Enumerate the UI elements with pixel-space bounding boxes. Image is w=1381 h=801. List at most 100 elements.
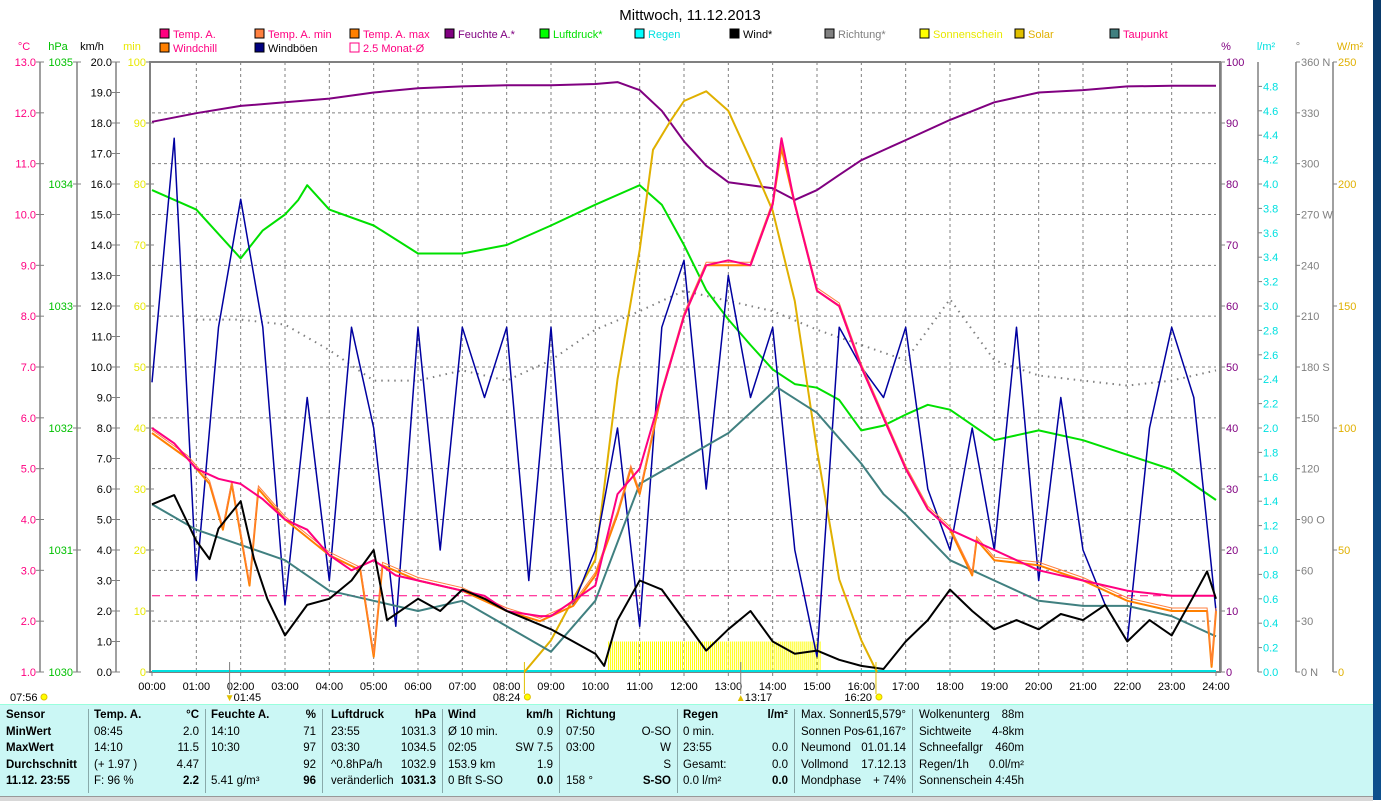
cell-value: 15,579° bbox=[866, 709, 906, 721]
table-row: F: 96 % 2.2 bbox=[94, 775, 199, 792]
hpa-tick-label: 1032 bbox=[49, 423, 73, 435]
chart-title: Mittwoch, 11.12.2013 bbox=[619, 7, 760, 24]
legend-item: 2.5 Monat-Ø bbox=[349, 42, 425, 55]
x-tick-label: 15:00 bbox=[803, 681, 831, 693]
rain-tick-label: 3.2 bbox=[1263, 277, 1278, 289]
percent-tick-label: 60 bbox=[1226, 301, 1238, 313]
axes: °C 13.0 12.0 11.0 10.0 9.0 8.0 7.0 6.0 5.0 4.0 3.0 2… bbox=[15, 41, 1364, 679]
degree-tick-label: 210 bbox=[1301, 311, 1319, 323]
table-row: 23:55 0.0 bbox=[683, 742, 788, 759]
table-row: 14:10 71 bbox=[211, 726, 316, 743]
legend: Temp. A. Temp. A. min Temp. A. max Feuchte … bbox=[159, 28, 1168, 55]
hpa-tick-label: 1033 bbox=[49, 301, 73, 313]
celsius-tick-label: 13.0 bbox=[15, 57, 36, 69]
cell-label: 10:30 bbox=[211, 742, 240, 755]
percent-tick-label: 20 bbox=[1226, 545, 1238, 557]
kmh-tick-label: 12.0 bbox=[91, 301, 112, 313]
cell-label: 5.41 g/m³ bbox=[211, 775, 260, 788]
sun-moon-column: Max. Sonnen 15,579° Sonnen Pos -61,167° Neum… bbox=[795, 709, 913, 793]
table-row: 158 ° S-SO bbox=[566, 775, 671, 792]
kmh-tick-label: 14.0 bbox=[91, 240, 112, 252]
kmh-tick-label: 9.0 bbox=[97, 393, 112, 405]
min-axis-unit: min bbox=[123, 41, 141, 53]
legend-item: Luftdruck* bbox=[539, 28, 603, 41]
hpa-axis-unit: hPa bbox=[48, 41, 68, 53]
cell-label: Sichtweite bbox=[919, 725, 972, 738]
kmh-tick-label: 13.0 bbox=[91, 271, 112, 283]
legend-swatch-icon bbox=[634, 28, 645, 39]
legend-swatch-icon bbox=[539, 28, 550, 39]
table-row: MinWert bbox=[6, 726, 82, 743]
kmh-tick-label: 11.0 bbox=[91, 332, 112, 344]
legend-label: Solar bbox=[1028, 29, 1054, 41]
legend-swatch-icon bbox=[254, 42, 265, 53]
table-row: Richtung bbox=[566, 709, 671, 726]
column-header: Richtung bbox=[566, 709, 616, 721]
degree-axis-unit: ° bbox=[1296, 41, 1300, 53]
legend-label: Richtung* bbox=[838, 29, 886, 41]
marker-label: 08:24 bbox=[493, 692, 521, 704]
solar-tick-label: 150 bbox=[1338, 301, 1356, 313]
legend-swatch-icon bbox=[349, 42, 360, 53]
rain-tick-label: 1.6 bbox=[1263, 472, 1278, 484]
legend-item: Solar bbox=[1014, 28, 1054, 41]
table-row: 03:00 W bbox=[566, 742, 671, 759]
kmh-tick-label: 4.0 bbox=[97, 545, 112, 557]
plot-area bbox=[151, 81, 1217, 673]
kmh-tick-label: 2.0 bbox=[97, 606, 112, 618]
solar-tick-label: 50 bbox=[1338, 545, 1350, 557]
table-row: Sonnen Pos -61,167° bbox=[801, 726, 906, 743]
cell-value: 88m bbox=[1001, 709, 1024, 721]
cell-label: Regen/1h bbox=[919, 758, 969, 771]
celsius-tick-label: 6.0 bbox=[21, 413, 36, 425]
table-row: Ø 10 min. 0.9 bbox=[448, 726, 553, 743]
percent-tick-label: 80 bbox=[1226, 179, 1238, 191]
table-row: Wind km/h bbox=[448, 709, 553, 726]
sun-icon bbox=[523, 693, 531, 701]
table-row: 03:30 1034.5 bbox=[331, 742, 436, 759]
celsius-tick-label: 9.0 bbox=[21, 260, 36, 272]
rain-tick-label: 2.2 bbox=[1263, 399, 1278, 411]
hpa-tick-label: 1031 bbox=[49, 545, 73, 557]
x-tick-label: 10:00 bbox=[582, 681, 610, 693]
table-row: MaxWert bbox=[6, 742, 82, 759]
series-feuchte-a bbox=[151, 81, 1216, 201]
column-unit: l/m² bbox=[767, 709, 788, 721]
legend-label: Regen bbox=[648, 29, 680, 41]
legend-swatch-icon bbox=[349, 28, 360, 39]
table-row: 0 min. bbox=[683, 726, 788, 743]
kmh-tick-label: 7.0 bbox=[97, 454, 112, 466]
row-label: Durchschnitt bbox=[6, 758, 77, 771]
kmh-tick-label: 19.0 bbox=[91, 88, 112, 100]
cell-value: 4-8km bbox=[992, 725, 1024, 738]
rain-tick-label: 3.8 bbox=[1263, 203, 1278, 215]
hpa-tick-label: 1035 bbox=[49, 57, 73, 69]
sensor-column: Sensor MinWert MaxWert Durchschnitt 11.12. 2… bbox=[0, 709, 89, 793]
table-row: 11.12. 23:55 bbox=[6, 775, 82, 792]
table-row: Neumond 01.01.14 bbox=[801, 742, 906, 759]
table-row: Vollmond 17.12.13 bbox=[801, 759, 906, 776]
column-header: Regen bbox=[683, 709, 719, 721]
cell-value: S bbox=[663, 758, 671, 771]
x-tick-label: 02:00 bbox=[227, 681, 255, 693]
cell-label: Vollmond bbox=[801, 758, 849, 771]
rain-tick-label: 2.6 bbox=[1263, 350, 1278, 362]
x-tick-label: 16:00 bbox=[848, 681, 876, 693]
percent-tick-label: 10 bbox=[1226, 606, 1238, 618]
degree-tick-label: 60 bbox=[1301, 565, 1313, 577]
legend-label: Feuchte A.* bbox=[458, 29, 516, 41]
solar-tick-label: 200 bbox=[1338, 179, 1356, 191]
percent-tick-label: 70 bbox=[1226, 240, 1238, 252]
cell-value: 2.0 bbox=[183, 725, 199, 738]
cell-value: 4:45h bbox=[995, 775, 1024, 788]
solar-axis-unit: W/m² bbox=[1337, 41, 1364, 53]
marker-label: 16:20 bbox=[844, 692, 872, 704]
legend-label: Temp. A. bbox=[173, 29, 216, 41]
percent-tick-label: 90 bbox=[1226, 118, 1238, 130]
legend-item: Feuchte A.* bbox=[444, 28, 516, 41]
percent-tick-label: 50 bbox=[1226, 362, 1238, 374]
legend-swatch-icon bbox=[729, 28, 740, 39]
rain-tick-label: 1.4 bbox=[1263, 496, 1278, 508]
degree-tick-label: 240 bbox=[1301, 260, 1319, 272]
legend-item: Temp. A. bbox=[159, 28, 216, 41]
